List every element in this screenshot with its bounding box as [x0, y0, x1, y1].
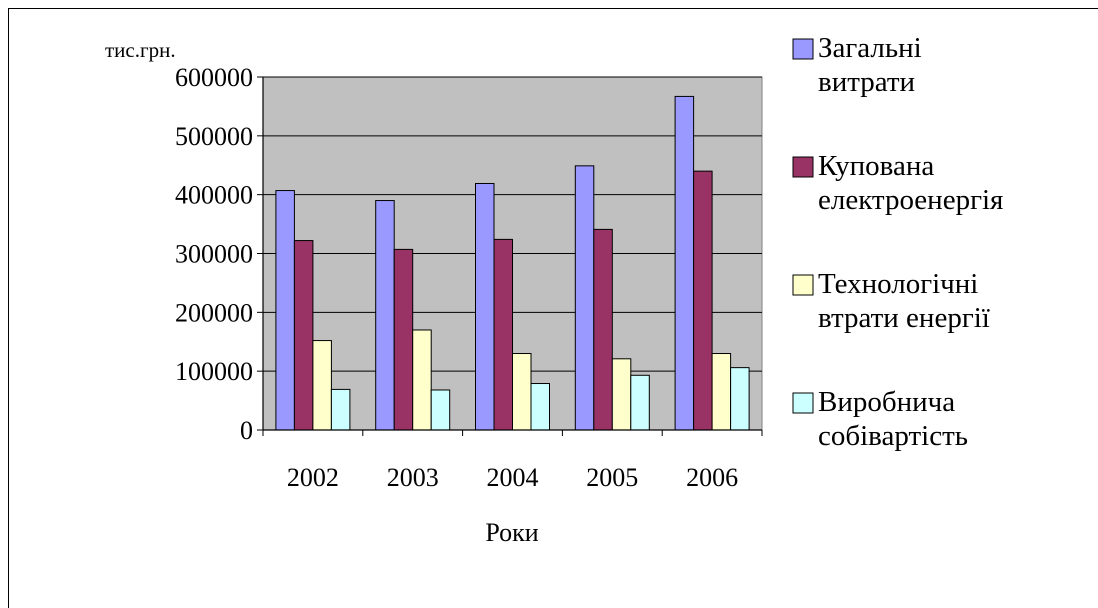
bar	[630, 374, 650, 431]
legend-swatch	[792, 274, 814, 296]
bar	[393, 248, 414, 431]
y-tick-label: 500000	[175, 122, 253, 151]
bar	[711, 353, 732, 431]
legend-label: Виробнича собівартість	[818, 386, 968, 452]
legend-item: Загальні витрати	[792, 32, 922, 98]
y-axis-label: тис.грн.	[105, 38, 176, 62]
chart-frame	[8, 8, 1098, 608]
bar	[574, 165, 595, 431]
legend-label: Купована електроенергія	[818, 150, 1003, 216]
bar	[293, 240, 314, 431]
legend-item: Купована електроенергія	[792, 150, 1003, 216]
x-tick-label: 2004	[487, 463, 539, 492]
legend-item: Виробнича собівартість	[792, 386, 968, 452]
x-tick-label: 2005	[586, 463, 638, 492]
bar	[530, 383, 550, 431]
y-tick-label: 0	[240, 416, 253, 445]
legend-item: Технологічні втрати енергії	[792, 268, 990, 334]
legend-swatch	[792, 38, 814, 60]
bar	[375, 200, 395, 431]
bar	[674, 95, 695, 431]
y-tick-label: 600000	[175, 63, 253, 92]
legend: Загальні витрати Купована електроенергія Тех…	[792, 32, 1003, 452]
bar	[412, 329, 432, 431]
y-tick-label: 100000	[175, 357, 253, 386]
bar	[330, 388, 351, 431]
bar	[693, 170, 713, 431]
bar	[312, 340, 332, 431]
bar	[730, 367, 750, 431]
legend-label: Загальні витрати	[818, 32, 922, 98]
axes: 0 100000 200000 300000 400000 500000 600000 200…	[175, 63, 763, 492]
bar	[275, 190, 295, 431]
bar	[593, 228, 613, 431]
y-tick-label: 200000	[175, 298, 253, 327]
legend-swatch	[792, 156, 814, 178]
bar	[475, 182, 495, 431]
x-tick-label: 2006	[686, 463, 738, 492]
bar	[512, 353, 532, 431]
bar	[430, 389, 451, 431]
bar	[493, 238, 513, 431]
x-tick-label: 2002	[287, 463, 339, 492]
x-axis-label: Роки	[485, 518, 538, 547]
bar	[611, 358, 632, 431]
y-tick-label: 300000	[175, 240, 253, 269]
legend-swatch	[792, 392, 814, 414]
x-tick-label: 2003	[387, 463, 439, 492]
legend-label: Технологічні втрати енергії	[818, 268, 990, 334]
y-tick-label: 400000	[175, 181, 253, 210]
chart: 0 100000 200000 300000 400000 500000 600000 200…	[105, 32, 1003, 547]
